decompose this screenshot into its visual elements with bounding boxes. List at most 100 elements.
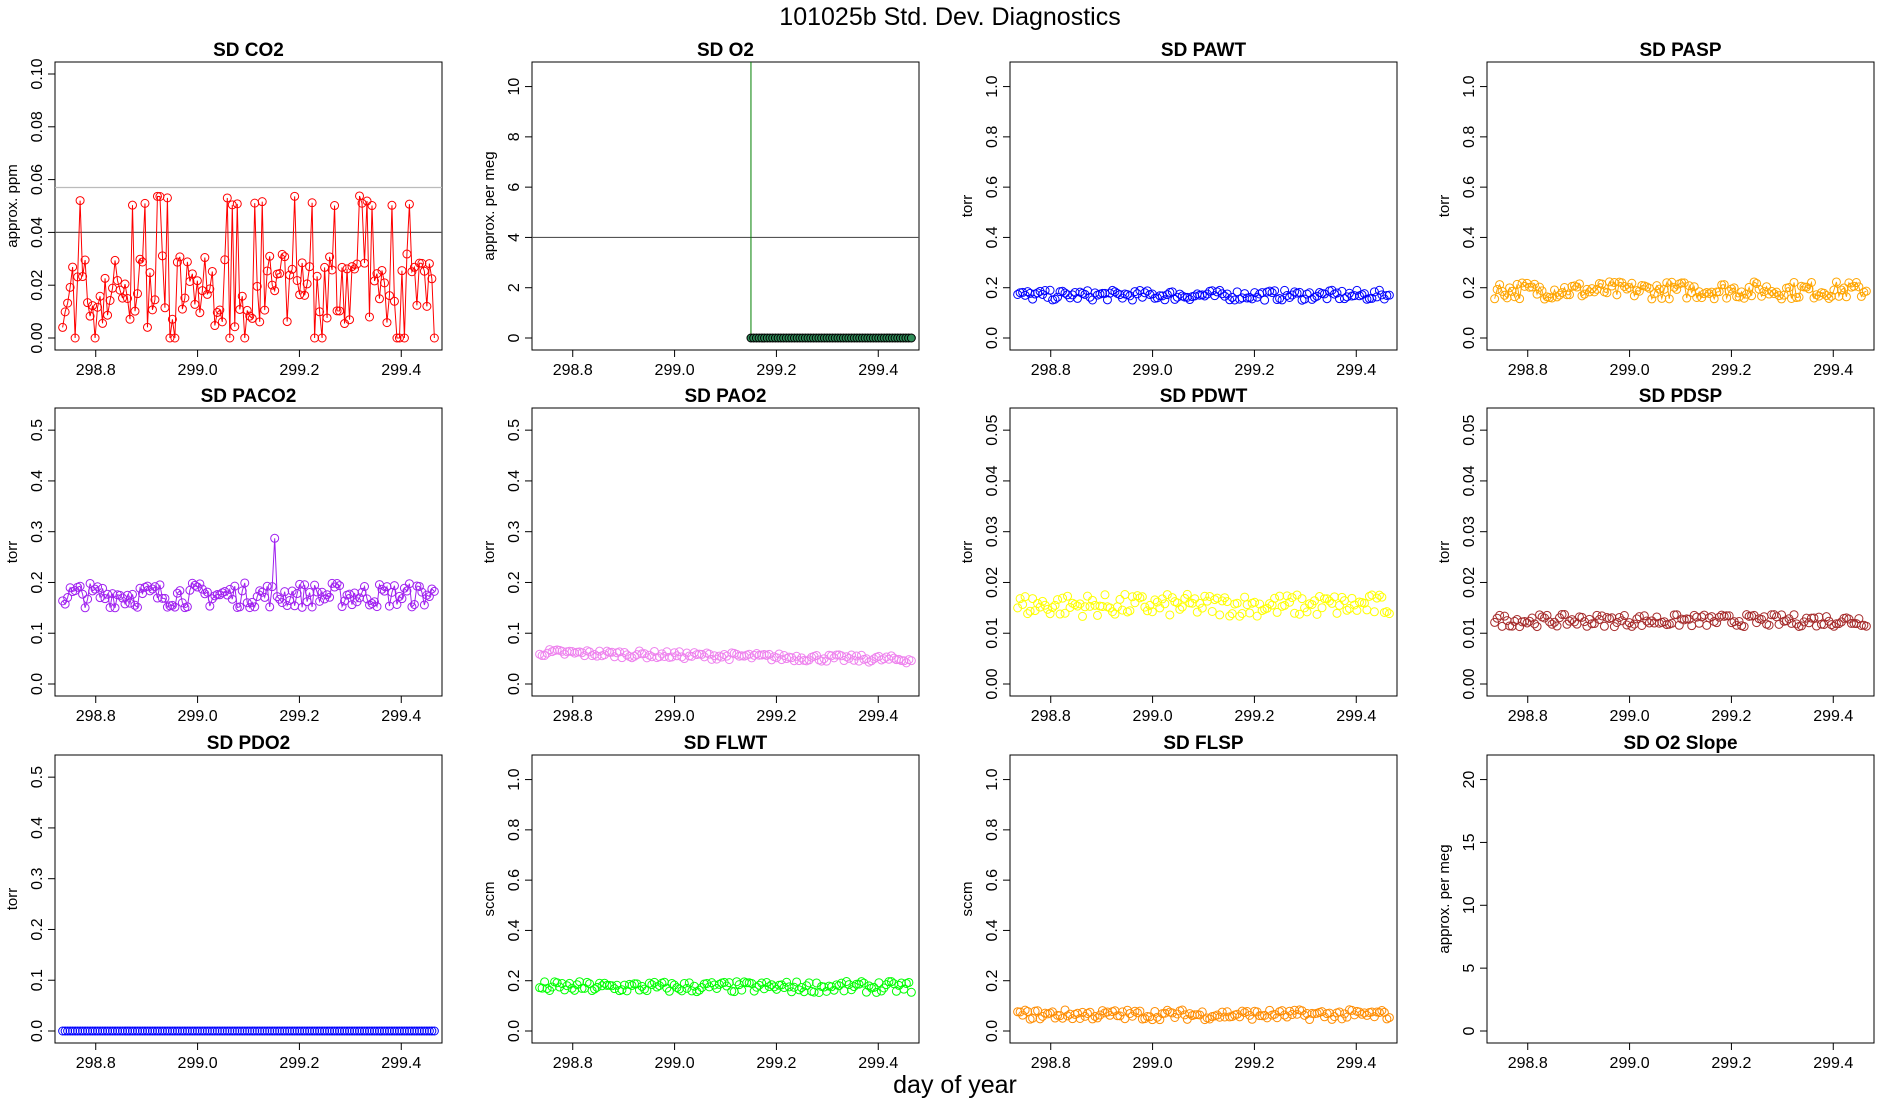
data-point: [607, 647, 617, 657]
x-tick-label: 298.8: [1508, 1055, 1548, 1072]
data-point: [1829, 285, 1839, 295]
data-point: [1125, 606, 1135, 616]
data-point: [220, 1026, 230, 1036]
data-point: [362, 594, 372, 604]
y-axis-label: approx. per meg: [481, 151, 498, 260]
data-point: [1197, 603, 1207, 613]
data-point: [1799, 282, 1809, 292]
data-point: [262, 266, 272, 276]
y-tick-label: 0.6: [984, 176, 1001, 198]
x-tick-label: 298.8: [76, 1055, 116, 1072]
data-point: [1190, 594, 1200, 604]
data-point: [1672, 284, 1682, 294]
data-point: [230, 1026, 240, 1036]
x-tick-label: 298.8: [76, 362, 116, 379]
data-point: [1614, 612, 1624, 622]
data-point: [110, 255, 120, 265]
data-point: [73, 272, 83, 282]
data-point: [1177, 1005, 1187, 1015]
data-point: [1107, 607, 1117, 617]
data-point: [182, 1026, 192, 1036]
data-point: [93, 582, 103, 592]
data-point: [1110, 287, 1120, 297]
plot-frame: [531, 61, 920, 351]
data-point: [225, 1026, 235, 1036]
data-point: [192, 582, 202, 592]
y-tick-label: 0.0: [506, 1020, 523, 1042]
plot-frame: [1486, 407, 1875, 697]
x-tick-label: 299.2: [279, 1055, 319, 1072]
data-point: [602, 980, 612, 990]
data-point: [614, 647, 624, 657]
data-point: [1053, 595, 1063, 605]
data-point: [98, 1026, 108, 1036]
data-point: [1354, 1007, 1364, 1017]
data-point: [1662, 278, 1672, 288]
x-tick-label: 298.8: [553, 708, 593, 725]
data-point: [312, 271, 322, 281]
data-point: [427, 274, 437, 284]
panel-sd-pawt: SD PAWT torr 0.0 0.2 0.4 0.6 0.8 1.0 298.8 299.0 2…: [959, 40, 1398, 379]
data-point: [1177, 602, 1187, 612]
data-point: [565, 978, 575, 988]
data-point: [1374, 590, 1384, 600]
y-tick-label: 0.03: [1461, 516, 1478, 547]
data-point: [1804, 284, 1814, 294]
data-point: [317, 1026, 327, 1036]
data-point: [647, 980, 657, 990]
data-point: [906, 987, 916, 997]
data-point: [849, 655, 859, 665]
data-point: [237, 586, 247, 596]
panel-title: SD PDO2: [207, 733, 290, 754]
data-point: [1692, 292, 1702, 302]
data-point: [1772, 612, 1782, 622]
data-point: [899, 984, 909, 994]
data-point: [340, 596, 350, 606]
data-point: [562, 981, 572, 991]
data-point: [545, 645, 555, 655]
data-point: [260, 592, 270, 602]
data-point: [63, 298, 73, 308]
data-point: [419, 600, 429, 610]
data-point: [1147, 1015, 1157, 1025]
panel-title: SD PDSP: [1639, 386, 1723, 407]
y-tick-label: 1.0: [506, 768, 523, 790]
panel-title: SD PAO2: [684, 386, 766, 407]
data-point: [267, 1026, 277, 1036]
plot-frame: [1009, 754, 1398, 1044]
data-point: [1831, 277, 1841, 287]
data-point: [235, 602, 245, 612]
data-point: [1237, 293, 1247, 303]
data-point: [123, 294, 133, 304]
data-point: [237, 291, 247, 301]
data-point: [1622, 284, 1632, 294]
data-point: [540, 650, 550, 660]
data-point: [347, 1026, 357, 1036]
data-point: [202, 1026, 212, 1036]
data-point: [1090, 288, 1100, 298]
data-point: [190, 580, 200, 590]
data-point: [1038, 1011, 1048, 1021]
data-point: [419, 266, 429, 276]
y-tick-label: 0.0: [984, 327, 1001, 349]
data-point: [1329, 592, 1339, 602]
data-point: [250, 1026, 260, 1036]
data-point: [1115, 594, 1125, 604]
data-point: [1187, 598, 1197, 608]
data-point: [230, 322, 240, 332]
data-point: [1384, 290, 1394, 300]
data-point: [360, 258, 370, 268]
data-point: [60, 1026, 70, 1036]
data-point: [1545, 617, 1555, 627]
data-point: [1834, 619, 1844, 629]
x-tick-label: 298.8: [1031, 708, 1071, 725]
y-tick-label: 0.01: [1461, 618, 1478, 649]
data-point: [1162, 290, 1172, 300]
data-point: [1689, 282, 1699, 292]
data-point: [155, 1026, 165, 1036]
data-point: [1490, 294, 1500, 304]
data-point: [1639, 611, 1649, 621]
data-point: [120, 279, 130, 289]
data-point: [1809, 293, 1819, 303]
data-point: [1212, 593, 1222, 603]
